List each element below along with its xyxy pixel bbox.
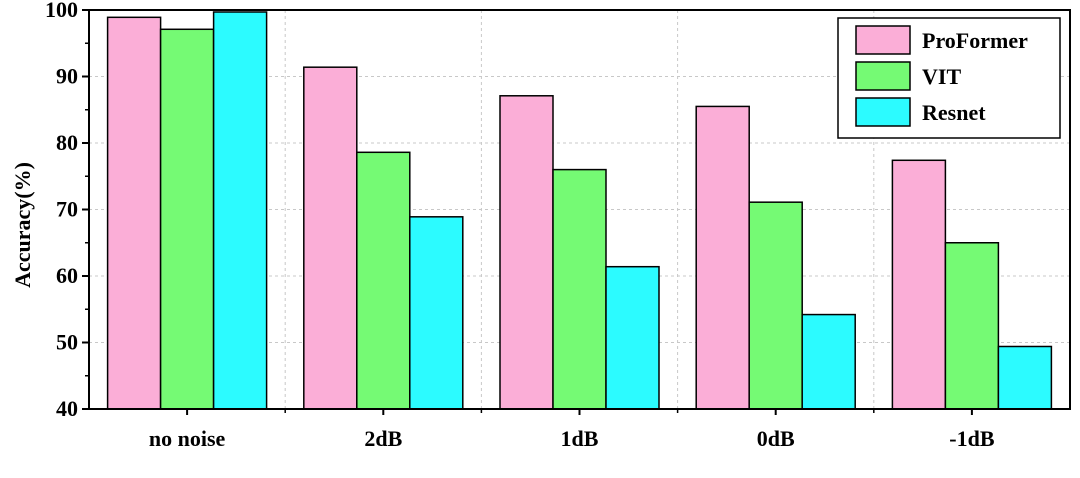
y-axis-title: Accuracy(%): [10, 162, 35, 288]
bars: [106, 11, 1053, 410]
y-tick-label: 70: [56, 197, 78, 222]
bar-resnet--1db: [997, 345, 1053, 410]
legend-swatch-resnet: [855, 97, 911, 127]
bar-proformer-no-noise: [106, 16, 162, 410]
bar-resnet-2db: [409, 216, 464, 410]
legend: ProFormer VIT Resnet: [837, 17, 1061, 139]
bar-vit--1db: [944, 242, 1000, 410]
bar-vit-1db: [552, 168, 607, 410]
bar-resnet-1db: [605, 265, 660, 410]
bar-proformer--1db: [891, 159, 947, 410]
legend-swatch-vit: [855, 61, 911, 91]
tick-labels: 40 50 60 70 80 90 100 no noise 2dB 1dB 0dB -1dB: [45, 0, 995, 451]
bar-resnet-0db: [801, 313, 856, 410]
bar-proformer-1db: [499, 95, 554, 410]
legend-label-resnet: Resnet: [922, 100, 986, 125]
x-tick-label: 0dB: [757, 426, 795, 451]
x-tick-label: no noise: [149, 426, 226, 451]
bar-proformer-0db: [695, 105, 750, 410]
x-tick-label: 1dB: [561, 426, 599, 451]
y-tick-label: 100: [45, 0, 78, 22]
bar-proformer-2db: [303, 66, 358, 410]
y-tick-label: 40: [56, 396, 78, 421]
bar-vit-2db: [356, 151, 411, 410]
y-tick-label: 60: [56, 263, 78, 288]
legend-swatch-proformer: [855, 25, 911, 55]
axes: [82, 9, 1071, 415]
bar-vit-no-noise: [159, 28, 215, 410]
x-tick-label: 2dB: [364, 426, 402, 451]
legend-label-proformer: ProFormer: [922, 28, 1028, 53]
y-tick-label: 50: [56, 330, 78, 355]
y-tick-label: 90: [56, 64, 78, 89]
legend-label-vit: VIT: [922, 64, 961, 89]
bar-resnet-no-noise: [212, 11, 268, 410]
x-tick-label: -1dB: [949, 426, 995, 451]
bar-vit-0db: [748, 201, 803, 410]
y-tick-label: 80: [56, 130, 78, 155]
